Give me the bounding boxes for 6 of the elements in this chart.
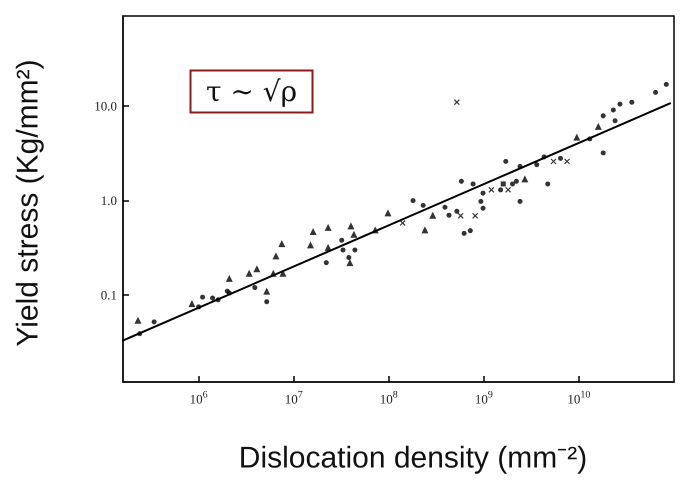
y-axis-title: Yield stress (Kg/mm²) <box>12 59 44 347</box>
y-tick-label: 0.1 <box>100 288 117 303</box>
x-axis-title: Dislocation density (mm⁻²) <box>238 442 588 474</box>
y-tick-label: 10.0 <box>94 98 117 114</box>
y-tick-label: 1.0 <box>100 193 117 208</box>
annotation: τ ∼ √ρ <box>206 75 298 108</box>
